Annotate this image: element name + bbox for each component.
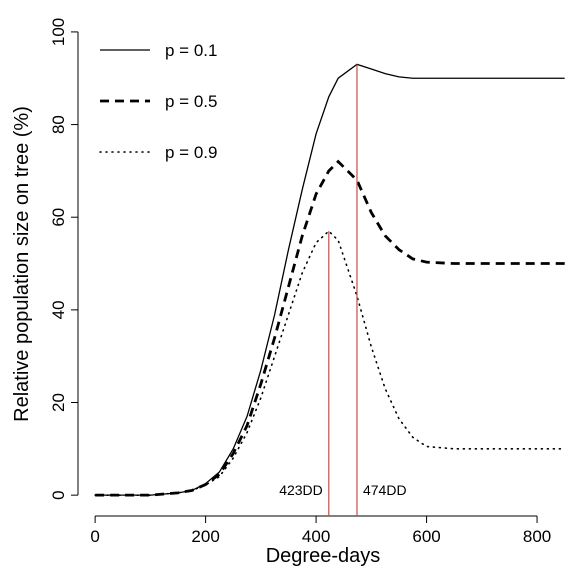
peak-label: 474DD: [363, 482, 407, 498]
x-tick-label: 200: [191, 527, 219, 546]
y-tick-label: 0: [49, 490, 68, 499]
x-tick-label: 800: [523, 527, 551, 546]
x-tick-label: 400: [302, 527, 330, 546]
y-tick-label: 40: [49, 300, 68, 319]
legend-label: p = 0.1: [165, 41, 217, 60]
x-tick-label: 600: [412, 527, 440, 546]
series-line: [95, 63, 565, 496]
y-tick-label: 60: [49, 208, 68, 227]
peak-label: 423DD: [279, 482, 323, 498]
series-line: [95, 159, 565, 497]
y-axis-label: Relative population size on tree (%): [11, 106, 33, 422]
series-line: [94, 230, 566, 496]
y-tick-label: 80: [49, 115, 68, 134]
y-tick-label: 100: [49, 18, 68, 46]
x-axis-label: Degree-days: [266, 545, 381, 567]
legend-label: p = 0.5: [165, 92, 217, 111]
legend-label: p = 0.9: [165, 143, 217, 162]
x-tick-label: 0: [90, 527, 99, 546]
y-tick-label: 20: [49, 393, 68, 412]
